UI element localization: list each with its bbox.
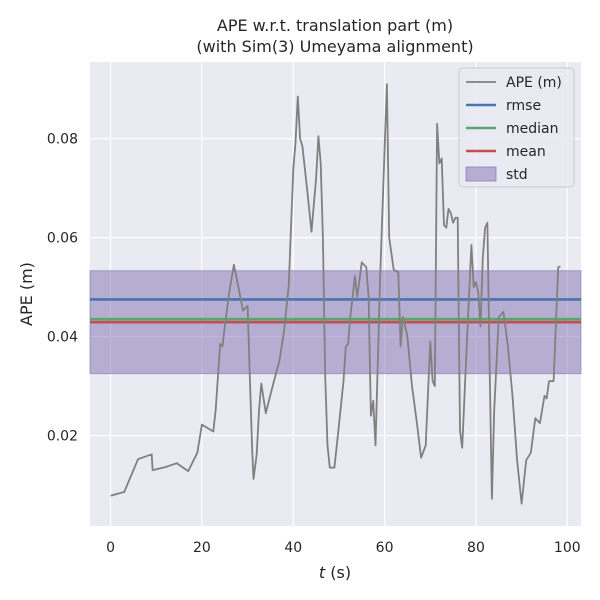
legend-label: std bbox=[506, 167, 528, 183]
y-tick-label: 0.08 bbox=[47, 132, 78, 148]
legend-label: rmse bbox=[506, 98, 541, 114]
x-axis-unit: (s) bbox=[330, 563, 351, 582]
x-axis-variable: t bbox=[319, 563, 326, 582]
chart-title: APE w.r.t. translation part (m) bbox=[217, 16, 453, 35]
legend-label: mean bbox=[506, 144, 546, 160]
legend-label: APE (m) bbox=[506, 75, 562, 91]
series-layer bbox=[110, 83, 561, 505]
y-tick-label: 0.06 bbox=[47, 231, 78, 247]
x-tick-label: 60 bbox=[376, 540, 394, 556]
legend-box bbox=[458, 67, 575, 188]
y-tick-label: 0.04 bbox=[47, 330, 78, 346]
legend-swatch-std bbox=[465, 166, 497, 182]
x-tick-label: 100 bbox=[554, 540, 581, 556]
y-tick-label: 0.02 bbox=[47, 428, 78, 444]
legend: APE (m) rmse median mean std bbox=[458, 67, 575, 188]
chart-subtitle: (with Sim(3) Umeyama alignment) bbox=[196, 37, 473, 56]
x-tick-label: 0 bbox=[106, 540, 115, 556]
tick-labels: 0 20 40 60 80 100 0.02 0.04 0.06 0.08 bbox=[47, 132, 581, 556]
x-axis-label: t (s) bbox=[319, 563, 351, 582]
y-axis-label: APE (m) bbox=[17, 262, 36, 326]
x-tick-label: 20 bbox=[193, 540, 211, 556]
ape-series-line bbox=[110, 83, 561, 505]
legend-label: median bbox=[506, 121, 558, 137]
x-tick-label: 40 bbox=[284, 540, 302, 556]
x-tick-label: 80 bbox=[467, 540, 485, 556]
